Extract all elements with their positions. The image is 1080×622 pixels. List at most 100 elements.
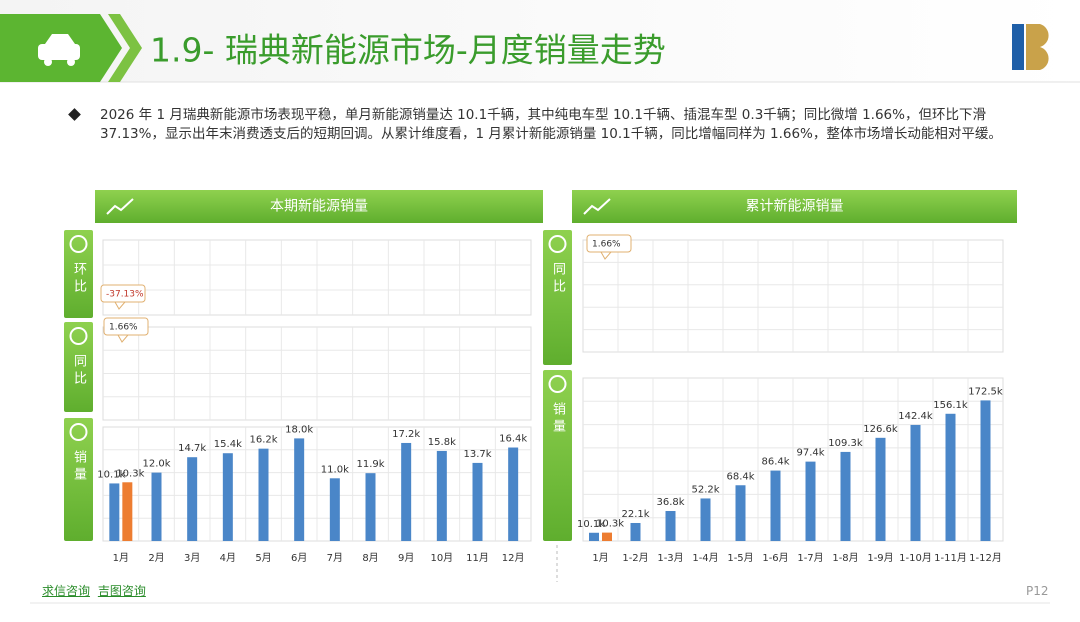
x-tick-label: 11月 — [466, 552, 489, 564]
bar — [665, 511, 676, 541]
page-number: P12 — [1026, 584, 1049, 598]
x-tick-label: 1-12月 — [969, 552, 1002, 564]
x-tick-label: 10月 — [430, 552, 453, 564]
summary: 2026 年 1 月瑞典新能源市场表现平稳，单月新能源销量达 10.1千辆，其中… — [100, 107, 1002, 142]
page-title: 1.9- 瑞典新能源市场-月度销量走势 — [150, 31, 666, 70]
bar — [910, 424, 921, 541]
x-tick-label: 4月 — [220, 552, 236, 564]
side-tab-label: 同比 — [71, 354, 86, 388]
bar — [602, 532, 612, 541]
x-tick-label: 8月 — [362, 552, 378, 564]
bar — [109, 483, 120, 541]
value-label: 10.1k — [577, 519, 605, 530]
footer-links: 求信咨询 吉图咨询 — [42, 582, 146, 599]
tab-icon — [69, 423, 88, 441]
x-tick-label: 9月 — [398, 552, 414, 564]
value-label: 22.1k — [621, 509, 649, 520]
bar — [770, 470, 781, 541]
value-label: 16.2k — [249, 435, 277, 446]
bar — [187, 457, 198, 541]
x-tick-label: 1-8月 — [832, 552, 858, 564]
value-label: 97.4k — [796, 448, 824, 459]
bar — [700, 498, 711, 541]
bar — [508, 447, 519, 541]
callout-text: 1.66% — [109, 323, 138, 333]
tab-icon — [548, 375, 567, 393]
panel-header — [95, 190, 543, 223]
bar — [258, 448, 269, 541]
value-label: 68.4k — [726, 471, 754, 482]
x-tick-label: 1-4月 — [692, 552, 718, 564]
tab-icon — [548, 235, 567, 253]
bar — [122, 482, 133, 541]
footer-link[interactable]: 吉图咨询 — [97, 584, 146, 598]
callout-tail — [600, 251, 613, 260]
side-tab-label: 环比 — [71, 262, 87, 296]
x-tick-label: 3月 — [184, 552, 200, 564]
bar — [945, 413, 956, 541]
panel-title: 累计新能源销量 — [746, 199, 844, 215]
bar — [151, 472, 162, 541]
x-tick-label: 5月 — [255, 552, 271, 564]
value-label: 172.5k — [968, 386, 1003, 397]
side-tab — [543, 230, 572, 365]
value-label: 12.0k — [142, 459, 170, 470]
x-tick-label: 1-6月 — [762, 552, 788, 564]
x-tick-label: 7月 — [327, 552, 343, 564]
bar — [401, 442, 412, 541]
value-label: 15.4k — [214, 439, 242, 450]
callout-text: 1.66% — [592, 240, 621, 250]
side-tab — [64, 322, 93, 412]
header-icon — [106, 198, 134, 215]
bar — [980, 400, 991, 541]
bar — [294, 438, 305, 541]
bar — [365, 473, 376, 541]
value-label: 15.8k — [428, 437, 456, 448]
value-label: 14.7k — [178, 443, 206, 454]
x-tick-label: 1-3月 — [657, 552, 683, 564]
bar — [589, 532, 599, 541]
x-tick-label: 1月 — [113, 552, 129, 564]
x-tick-label: 1-11月 — [934, 552, 967, 564]
x-tick-label: 12月 — [502, 552, 525, 564]
bar — [222, 453, 233, 541]
value-label: 17.2k — [392, 429, 420, 440]
header-icon — [583, 198, 611, 215]
value-label: 142.4k — [898, 411, 933, 422]
value-label: 10.1k — [97, 469, 125, 480]
side-tab-label: 销量 — [71, 450, 87, 484]
bar — [329, 478, 340, 541]
x-tick-label: 2月 — [148, 552, 164, 564]
x-tick-label: 6月 — [291, 552, 307, 564]
footer-link[interactable]: 求信咨询 — [42, 584, 91, 598]
x-tick-label: 1-2月 — [622, 552, 648, 564]
value-label: 156.1k — [933, 400, 968, 411]
x-tick-label: 1月 — [592, 552, 608, 564]
bar — [875, 437, 886, 541]
side-tab-label: 销量 — [550, 402, 566, 436]
bar — [472, 462, 483, 541]
value-label: 10.3k — [116, 468, 144, 479]
side-tab — [64, 418, 93, 541]
tab-icon — [69, 327, 88, 345]
value-label: 16.4k — [499, 434, 527, 445]
bar — [735, 485, 746, 541]
panel-header — [572, 190, 1017, 223]
x-tick-label: 1-5月 — [727, 552, 753, 564]
bar — [436, 450, 447, 541]
value-label: 126.6k — [863, 424, 898, 435]
bar — [805, 461, 816, 541]
value-label: 86.4k — [761, 457, 789, 468]
x-tick-label: 1-10月 — [899, 552, 932, 564]
header-band — [0, 0, 1080, 82]
bar — [840, 451, 851, 541]
value-label: 10.3k — [596, 519, 624, 530]
tab-icon — [69, 235, 88, 253]
value-label: 11.9k — [356, 459, 384, 470]
panel-title: 本期新能源销量 — [270, 199, 368, 215]
logo — [1012, 24, 1049, 70]
bar — [630, 522, 641, 541]
value-label: 11.0k — [321, 464, 349, 475]
x-tick-label: 1-9月 — [867, 552, 893, 564]
